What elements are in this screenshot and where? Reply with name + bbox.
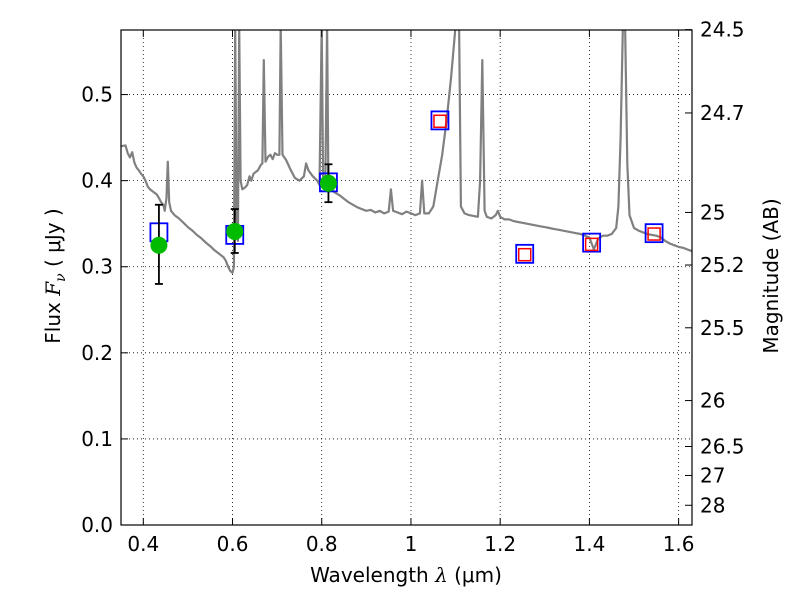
x-tick-label: 1.2 — [484, 532, 516, 556]
model-box-red — [433, 114, 447, 129]
spectrum-line — [121, 30, 692, 274]
x-tick-label: 1.4 — [573, 532, 605, 556]
right-tick-label: 25.2 — [700, 253, 745, 277]
y-tick-label: 0.3 — [81, 255, 113, 279]
plot-area — [121, 30, 692, 285]
model-box-red — [584, 237, 599, 252]
x-axis-label: Wavelength λ (μm) — [310, 563, 502, 587]
y-tick-label: 0.0 — [81, 513, 113, 537]
right-tick-label: 26.5 — [700, 434, 745, 458]
right-axis-label: Magnitude (AB) — [759, 198, 783, 353]
x-tick-label: 1 — [405, 532, 418, 556]
axis-ticks: 0.4 0.6 0.8 1 1.2 1.4 1.6 0.0 0.1 0.2 0.3 0.4 0.5 24.… — [81, 18, 744, 556]
y-tick-label: 0.5 — [81, 83, 113, 107]
x-tick-label: 0.6 — [217, 532, 249, 556]
observed-point — [226, 222, 244, 240]
right-tick-label: 25.5 — [700, 316, 745, 340]
y-axis-label: Flux Fν ( μJy ) — [41, 208, 69, 343]
y-tick-label: 0.4 — [81, 169, 113, 193]
right-tick-label: 26 — [700, 389, 725, 413]
plot-frame — [120, 29, 693, 526]
model-box-blue — [644, 223, 664, 244]
x-tick-label: 0.4 — [127, 532, 159, 556]
right-tick-label: 24.5 — [700, 18, 745, 42]
y-tick-label: 0.2 — [81, 341, 113, 365]
observed-point — [150, 236, 168, 254]
right-tick-label: 28 — [700, 493, 725, 517]
observed-point — [319, 174, 337, 192]
model-box-blue — [515, 243, 535, 264]
y-tick-label: 0.1 — [81, 427, 113, 451]
right-tick-label: 27 — [700, 463, 725, 487]
right-tick-label: 24.7 — [700, 101, 745, 125]
model-box-blue — [430, 110, 450, 131]
model-box-blue — [582, 232, 602, 253]
right-tick-label: 25 — [700, 200, 725, 224]
model-box-red — [647, 227, 661, 241]
model-box-red — [517, 247, 532, 262]
x-tick-label: 1.6 — [663, 532, 695, 556]
grid-lines — [121, 30, 692, 526]
x-tick-label: 0.8 — [306, 532, 338, 556]
